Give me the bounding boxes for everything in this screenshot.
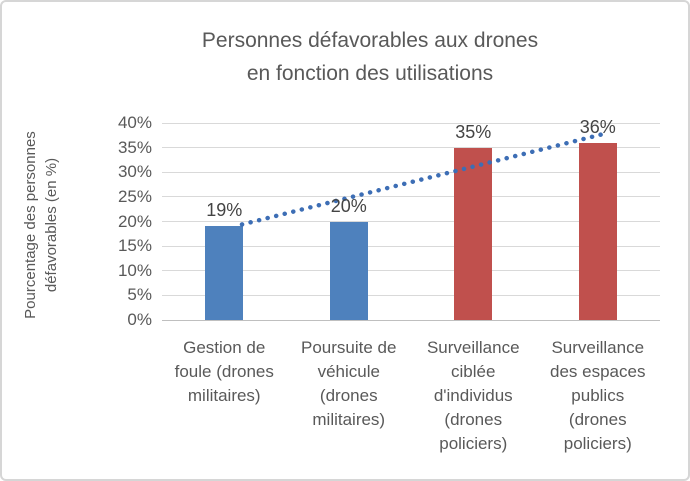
y-tick-label: 5% [127,285,152,305]
y-tick-label: 40% [117,113,152,132]
bar-2 [329,221,368,320]
chart-title-line1: Personnes défavorables aux drones [201,29,539,52]
category-label-1: Gestion de foule (drones militaires) [174,338,274,405]
y-axis-title: Pourcentage des personnes défavorables (… [22,131,60,319]
y-tick-label: 25% [117,186,152,206]
chart-title-line2: en fonction des utilisations [246,62,494,85]
bar-3 [454,147,493,320]
bar-4 [578,142,617,320]
gridline [162,270,660,272]
gridline [162,245,660,247]
category-label-4: Surveillance des espaces publics (drones… [550,338,646,453]
gridline [162,122,660,124]
y-tick-label: 30% [117,162,152,182]
category-label-3: Surveillance ciblée d'individus (drones … [426,338,520,453]
y-tick-label: 0% [127,310,152,329]
trendline [239,131,609,227]
x-axis-line [162,319,660,321]
gridline [162,294,660,296]
data-label-4: 36% [579,116,616,137]
gridline [162,196,660,198]
y-tick-label: 15% [117,236,152,256]
bar-1 [205,226,244,320]
gridline [162,147,660,149]
category-label-2: Poursuite de véhicule (drones militaires… [301,338,397,429]
gridline [162,221,660,222]
gridline [162,171,660,173]
data-label-1: 19% [206,200,243,221]
y-tick-label: 35% [117,137,152,157]
y-tick-label: 10% [117,260,152,280]
data-label-3: 35% [455,121,492,142]
plot-area: 40% 35% 30% 25% 20% 15% 10% 5% 0% 19% Gestion de f… [118,113,660,453]
y-tick-label: 20% [117,211,152,231]
data-label-2: 20% [330,195,367,216]
chart-title: Personnes défavorables aux drones en fon… [62,24,678,90]
